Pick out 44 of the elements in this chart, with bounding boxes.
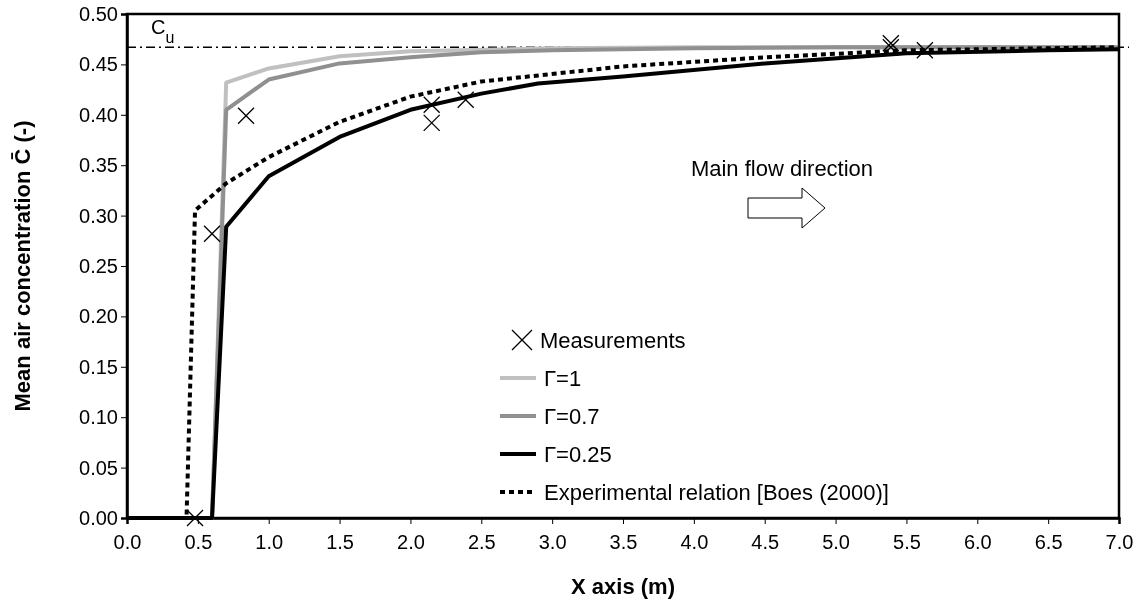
y-tick-label: 0.15 — [79, 355, 118, 378]
x-tick-label: 2.5 — [467, 531, 496, 553]
y-tick-label: 0.20 — [79, 305, 118, 328]
legend-label: Measurements — [540, 328, 686, 353]
legend-label: Γ=0.7 — [544, 404, 600, 429]
x-tick-label: 4.5 — [751, 531, 780, 553]
x-tick-label: 1.5 — [326, 531, 354, 553]
y-tick-label: 0.25 — [79, 254, 118, 277]
x-tick-label: 0.5 — [184, 531, 213, 553]
y-tick-label: 0.00 — [79, 506, 118, 529]
point — [423, 114, 441, 132]
x-tick-label: 5.0 — [822, 531, 850, 553]
x-tick-label: 3.0 — [538, 531, 567, 553]
point — [882, 34, 900, 52]
y-tick-label: 0.10 — [79, 406, 118, 429]
y-tick-label: 0.05 — [79, 456, 118, 479]
annotation: Main flow direction — [690, 156, 874, 181]
x-tick-label: 0.0 — [113, 531, 142, 553]
x-tick-label: 2.0 — [397, 531, 425, 553]
x-tick-label: 4.0 — [680, 531, 709, 553]
point — [916, 41, 934, 59]
y-tick-label: 0.50 — [79, 2, 118, 25]
y-tick-label: 0.40 — [79, 103, 118, 126]
x-tick-label: 7.0 — [1105, 531, 1134, 553]
x-axis-title: X axis (m) — [571, 574, 675, 599]
point — [203, 225, 221, 243]
x-tick-label: 6.5 — [1034, 531, 1063, 553]
y-tick-label: 0.35 — [79, 154, 118, 177]
ref-line-label: C$_{u}$ — [151, 16, 175, 46]
point — [423, 96, 441, 114]
y-axis-title: Mean air concentration C̄ (-) — [10, 120, 35, 412]
point — [457, 91, 475, 109]
point — [237, 107, 255, 125]
legend-label: Γ=1 — [544, 366, 582, 391]
point — [186, 509, 204, 527]
x-tick-label: 6.0 — [963, 531, 992, 553]
y-tick-label: 0.30 — [79, 204, 118, 227]
x-tick-label: 1.0 — [255, 531, 284, 553]
point — [882, 38, 900, 56]
x-tick-label: 5.5 — [893, 531, 921, 553]
legend-label: Experimental relation [Boes (2000)] — [544, 480, 889, 505]
y-tick-label: 0.45 — [79, 53, 118, 76]
legend-label: Γ=0.25 — [544, 442, 612, 467]
x-tick-label: 3.5 — [609, 531, 638, 553]
